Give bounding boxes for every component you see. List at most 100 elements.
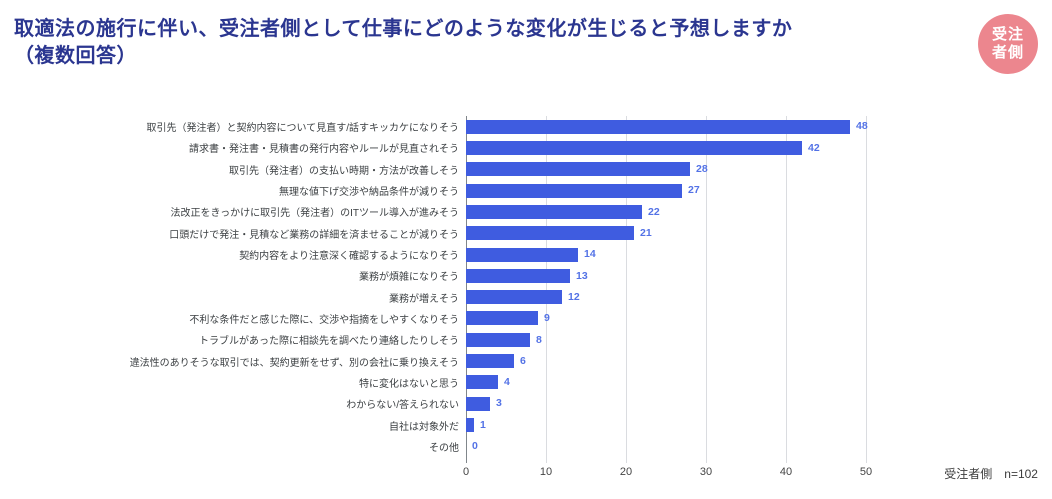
bar [466,162,690,177]
bar [466,311,538,326]
value-label: 48 [856,120,868,133]
category-label: 法改正をきっかけに取引先（発注者）のITツール導入が進みそう [170,208,460,220]
bar-row: わからない/答えられない 3 [0,393,1052,414]
value-label: 1 [480,418,486,431]
bar [466,204,642,219]
value-label: 9 [544,312,550,325]
bar-row: 特に変化はないと思う 4 [0,372,1052,393]
value-label: 12 [568,290,580,303]
category-label: 特に変化はないと思う [359,378,459,390]
category-label: 自社は対象外だ [389,421,459,433]
bar [466,354,514,369]
x-axis: 0 10 20 30 40 50 受注者側 n=102 [0,457,1052,487]
value-label: 22 [648,205,660,218]
bar [466,396,490,411]
value-label: 6 [520,354,526,367]
value-label: 14 [584,248,596,261]
plot-area: 取引先（発注者）と契約内容について見直す/話すキッカケになりそう 48 請求書・発注… [0,116,1052,463]
page-title: 取適法の施行に伴い、受注者側として仕事にどのような変化が生じると予想しますか （… [14,16,792,70]
gridline [866,116,867,463]
bar [466,140,802,155]
bar-row: 取引先（発注者）と契約内容について見直す/話すキッカケになりそう 48 [0,116,1052,137]
bar-track: 42 [466,140,1026,155]
badge-line2: 者側 [991,44,1024,61]
value-label: 21 [640,226,652,239]
value-label: 8 [536,333,542,346]
value-label: 0 [472,440,478,453]
category-label: トラブルがあった際に相談先を調べたり連絡したりしそう [199,336,459,348]
value-label: 13 [576,269,588,282]
category-label: 違法性のありそうな取引では、契約更新をせず、別の会社に乗り換えそう [129,357,459,369]
bar-row: 違法性のありそうな取引では、契約更新をせず、別の会社に乗り換えそう 6 [0,350,1052,371]
category-label: 業務が増えそう [389,293,459,305]
bar-track: 0 [466,439,1026,453]
bar-row: 契約内容をより注意深く確認するようになりそう 14 [0,244,1052,265]
category-label: 口頭だけで発注・見積など業務の詳細を済ませることが減りそう [169,229,459,241]
bar [466,332,530,347]
bar-track: 3 [466,396,1026,411]
bar-track: 4 [466,375,1026,390]
respondent-badge: 受注 者側 [978,14,1038,74]
category-label: その他 [429,442,459,454]
bar-track: 13 [466,268,1026,283]
bar [466,375,498,390]
bar-track: 27 [466,183,1026,198]
bar-track: 12 [466,290,1026,305]
bar-track: 48 [466,119,1026,134]
bar [466,247,578,262]
bar-row: 取引先（発注者）の支払い時期・方法が改善しそう 28 [0,159,1052,180]
category-label: 請求書・発注書・見積書の発行内容やルールが見直されそう [189,144,459,156]
category-label: 業務が煩雑になりそう [359,272,459,284]
bar-track: 6 [466,354,1026,369]
bar-row: 業務が増えそう 12 [0,287,1052,308]
category-label: 不利な条件だと感じた際に、交渉や指摘をしやすくなりそう [189,314,459,326]
bar-row: 請求書・発注書・見積書の発行内容やルールが見直されそう 42 [0,137,1052,158]
category-label: 契約内容をより注意深く確認するようになりそう [239,251,459,263]
bar-row: トラブルがあった際に相談先を調べたり連絡したりしそう 8 [0,329,1052,350]
gridline [626,116,627,463]
category-label: 取引先（発注者）の支払い時期・方法が改善しそう [229,165,459,177]
badge-line1: 受注 [991,26,1024,43]
gridline [786,116,787,463]
x-tick-label: 30 [699,466,713,478]
bar-track: 8 [466,332,1026,347]
bar-row: 口頭だけで発注・見積など業務の詳細を済ませることが減りそう 21 [0,223,1052,244]
bar [466,290,562,305]
value-label: 4 [504,376,510,389]
header: 取適法の施行に伴い、受注者側として仕事にどのような変化が生じると予想しますか （… [0,0,1052,74]
bar [466,183,682,198]
bar-track: 28 [466,162,1026,177]
bar-row: 無理な値下げ交渉や納品条件が減りそう 27 [0,180,1052,201]
category-label: 無理な値下げ交渉や納品条件が減りそう [279,187,459,199]
bar-row: 不利な条件だと感じた際に、交渉や指摘をしやすくなりそう 9 [0,308,1052,329]
x-tick-label: 20 [619,466,633,478]
bar-track: 22 [466,204,1026,219]
x-axis-ticks: 0 10 20 30 40 50 [462,457,872,487]
page-title-line1: 取適法の施行に伴い、受注者側として仕事にどのような変化が生じると予想しますか [14,18,793,40]
gridline [546,116,547,463]
x-tick-label: 10 [539,466,553,478]
x-tick-label: 40 [779,466,793,478]
bar-row: 業務が煩雑になりそう 13 [0,265,1052,286]
value-label: 42 [808,141,820,154]
category-label: わからない/答えられない [346,400,459,412]
value-label: 27 [688,184,700,197]
baseline [466,116,467,463]
bar-row: 自社は対象外だ 1 [0,414,1052,435]
bar [466,418,474,433]
bar-track: 1 [466,418,1026,433]
bar [466,268,570,283]
bar-rows: 取引先（発注者）と契約内容について見直す/話すキッカケになりそう 48 請求書・発注… [0,116,1052,457]
page-title-line2: （複数回答） [14,45,137,67]
value-label: 3 [496,397,502,410]
sample-size-note: 受注者側 n=102 [944,467,1038,481]
x-tick-label: 0 [462,466,470,478]
bar-row: 法改正をきっかけに取引先（発注者）のITツール導入が進みそう 22 [0,201,1052,222]
x-tick-label: 50 [859,466,873,478]
bar-track: 21 [466,226,1026,241]
bar-track: 14 [466,247,1026,262]
category-label: 取引先（発注者）と契約内容について見直す/話すキッカケになりそう [146,123,459,135]
bar-track: 9 [466,311,1026,326]
bar [466,226,634,241]
